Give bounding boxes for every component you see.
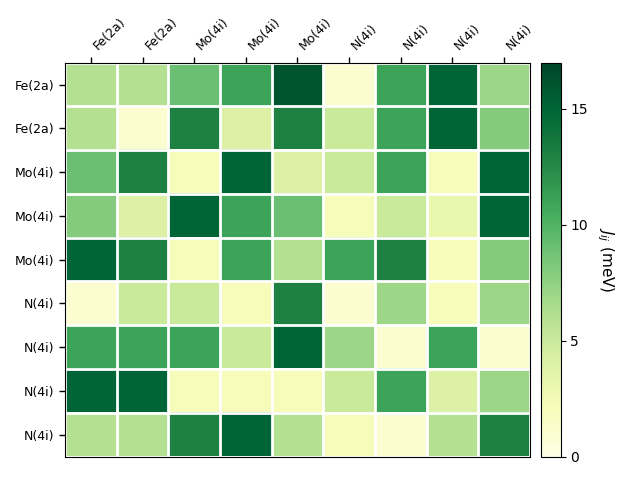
Y-axis label: $J_{ij}$ (meV): $J_{ij}$ (meV) xyxy=(595,227,616,292)
